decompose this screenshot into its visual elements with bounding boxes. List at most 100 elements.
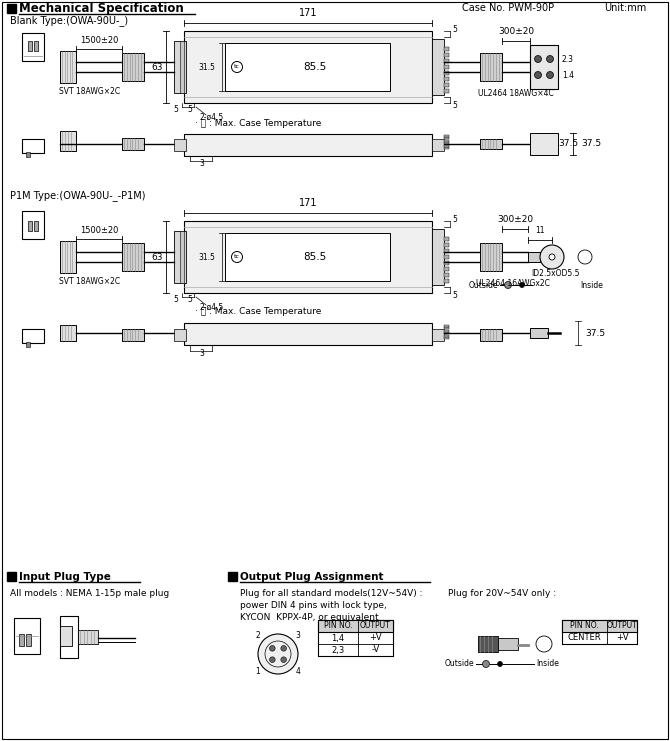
Bar	[444, 71, 449, 75]
Text: Blank Type:(OWA-90U-_): Blank Type:(OWA-90U-_)	[10, 16, 128, 27]
Bar	[22, 329, 44, 343]
Text: OUTPUT: OUTPUT	[360, 622, 391, 631]
Text: 3: 3	[200, 159, 204, 167]
Text: All models : NEMA 1-15p male plug: All models : NEMA 1-15p male plug	[10, 590, 170, 599]
Text: ID2.5xOD5.5: ID2.5xOD5.5	[532, 270, 580, 279]
Text: Plug for all standard models(12V~54V) :: Plug for all standard models(12V~54V) :	[240, 590, 423, 599]
Bar	[60, 626, 72, 646]
Circle shape	[549, 254, 555, 260]
Text: Inside: Inside	[536, 659, 559, 668]
Text: SVT 18AWG×2C: SVT 18AWG×2C	[60, 87, 121, 96]
Bar	[34, 221, 38, 231]
Bar	[60, 241, 76, 273]
Bar	[225, 233, 390, 281]
Bar	[444, 59, 449, 63]
Bar	[444, 77, 449, 81]
Text: Case No. PWM-90P: Case No. PWM-90P	[462, 3, 554, 13]
Bar	[318, 620, 393, 656]
Bar	[432, 329, 444, 341]
Bar	[444, 47, 449, 51]
Bar	[528, 252, 540, 262]
Bar	[444, 140, 449, 142]
Circle shape	[482, 660, 490, 668]
Circle shape	[505, 282, 511, 288]
Text: 1500±20: 1500±20	[80, 36, 118, 45]
Bar	[444, 328, 449, 329]
Bar	[444, 335, 449, 336]
Bar	[122, 329, 144, 341]
Text: 2-ø4.5: 2-ø4.5	[200, 302, 224, 311]
Text: SVT 18AWG×2C: SVT 18AWG×2C	[60, 276, 121, 285]
Text: +V: +V	[616, 634, 628, 642]
Bar	[28, 41, 32, 51]
Bar	[174, 41, 186, 93]
Bar	[444, 65, 449, 69]
Bar	[180, 231, 184, 283]
Bar	[22, 139, 44, 153]
Bar	[498, 638, 518, 650]
Bar	[562, 620, 637, 632]
Bar	[184, 323, 432, 345]
Text: Plug for 20V~54V only :: Plug for 20V~54V only :	[448, 590, 556, 599]
Text: CENTER: CENTER	[567, 634, 601, 642]
Bar	[60, 51, 76, 83]
Circle shape	[498, 662, 502, 666]
Bar	[444, 135, 449, 136]
Bar	[14, 618, 40, 654]
Text: 4: 4	[295, 668, 300, 677]
Bar	[480, 139, 502, 149]
Bar	[28, 221, 32, 231]
Text: 2: 2	[256, 631, 261, 640]
Bar	[480, 329, 502, 341]
Bar	[22, 33, 44, 61]
Text: Output Plug Assignment: Output Plug Assignment	[240, 572, 383, 582]
Text: 63: 63	[151, 253, 163, 262]
Bar	[60, 616, 78, 658]
Bar	[444, 332, 449, 334]
Text: 31.5: 31.5	[198, 62, 215, 71]
Bar	[180, 41, 184, 93]
Bar	[444, 337, 449, 339]
Bar	[26, 634, 31, 646]
Bar	[480, 243, 502, 271]
Bar	[60, 325, 76, 341]
Bar	[444, 237, 449, 241]
Circle shape	[269, 645, 275, 651]
Text: 5: 5	[452, 214, 457, 224]
Text: tc: tc	[234, 254, 240, 259]
Bar	[444, 261, 449, 265]
Bar	[444, 144, 449, 147]
Text: 5: 5	[188, 104, 192, 113]
Bar	[444, 83, 449, 87]
Text: OUTPUT: OUTPUT	[606, 622, 637, 631]
Text: Mechanical Specification: Mechanical Specification	[19, 2, 184, 15]
Text: 85.5: 85.5	[304, 252, 327, 262]
Bar	[34, 41, 38, 51]
Text: 37.5: 37.5	[558, 139, 578, 148]
Text: 300±20: 300±20	[498, 27, 534, 36]
Bar	[530, 328, 548, 338]
Text: 2.3: 2.3	[562, 55, 574, 64]
Text: -V: -V	[371, 645, 380, 654]
Text: P1M Type:(OWA-90U-_-P1M): P1M Type:(OWA-90U-_-P1M)	[10, 190, 145, 202]
Text: 5: 5	[452, 24, 457, 33]
Text: 85.5: 85.5	[304, 62, 327, 72]
Text: · Ⓣ : Max. Case Temperature: · Ⓣ : Max. Case Temperature	[195, 119, 322, 127]
Text: 37.5: 37.5	[581, 139, 601, 148]
Circle shape	[535, 56, 541, 62]
Circle shape	[540, 245, 564, 269]
Text: Outside: Outside	[444, 659, 474, 668]
Text: 2,3: 2,3	[332, 645, 344, 654]
Circle shape	[281, 657, 287, 662]
Bar	[122, 53, 144, 81]
Text: +V: +V	[369, 634, 382, 642]
Bar	[174, 329, 186, 341]
Text: Input Plug Type: Input Plug Type	[19, 572, 111, 582]
Circle shape	[535, 71, 541, 79]
Bar	[444, 137, 449, 139]
Text: Unit:mm: Unit:mm	[604, 3, 647, 13]
Bar	[444, 147, 449, 149]
Bar	[184, 221, 432, 293]
Bar	[122, 138, 144, 150]
Text: · Ⓣ : Max. Case Temperature: · Ⓣ : Max. Case Temperature	[195, 307, 322, 316]
